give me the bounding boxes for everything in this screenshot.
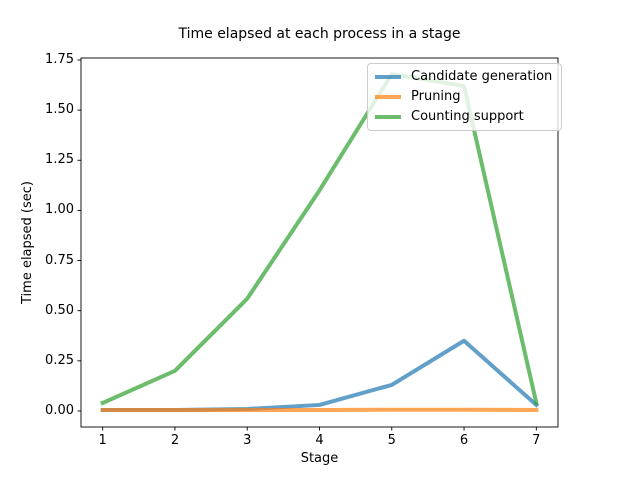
y-tick-label: 0.75 xyxy=(45,252,74,268)
y-tick-label: 0.00 xyxy=(45,402,74,418)
x-tick-label: 4 xyxy=(315,433,324,448)
x-tick-label: 7 xyxy=(532,433,541,448)
y-tick-label: 1.25 xyxy=(45,152,74,168)
legend-label: Pruning xyxy=(411,89,461,104)
legend-line-sample xyxy=(375,94,401,99)
legend-label: Counting support xyxy=(411,109,524,124)
chart-title: Time elapsed at each process in a stage xyxy=(178,26,461,42)
x-axis-label: Stage xyxy=(300,451,339,466)
y-tick-label: 1.00 xyxy=(45,202,74,218)
x-tick-label: 3 xyxy=(243,433,252,448)
legend-line-sample xyxy=(375,114,401,119)
legend: Candidate generation Pruning Counting supp… xyxy=(367,63,563,131)
y-tick-label: 0.50 xyxy=(45,302,74,318)
legend-item: Counting support xyxy=(375,109,552,124)
y-tick-label: 1.50 xyxy=(45,102,74,118)
legend-line-sample xyxy=(375,74,401,79)
y-tick-label: 1.75 xyxy=(45,52,74,67)
x-tick-label: 1 xyxy=(98,433,107,448)
legend-item: Candidate generation xyxy=(375,69,552,84)
x-tick-label: 5 xyxy=(387,433,396,448)
legend-label: Candidate generation xyxy=(411,69,553,84)
x-tick-label: 6 xyxy=(459,433,469,448)
legend-item: Pruning xyxy=(375,89,552,104)
x-tick-label: 2 xyxy=(170,433,180,448)
y-tick-label: 0.25 xyxy=(45,352,74,368)
